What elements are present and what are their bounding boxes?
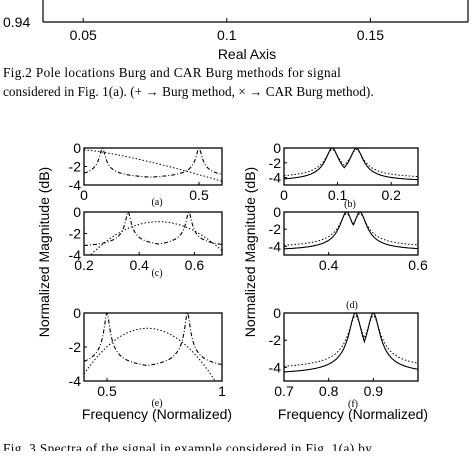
y-tick-label: 0 <box>273 305 281 321</box>
top-chart-x-label: Real Axis <box>218 46 276 62</box>
top-chart-x-tick-label: 0.05 <box>70 27 97 43</box>
y-tick-label: 0 <box>73 204 81 220</box>
y-tick-label: 0 <box>273 204 281 220</box>
series-line-2 <box>283 315 419 367</box>
y-tick-label: -4 <box>269 238 282 254</box>
x-tick-label: 0.4 <box>319 257 339 273</box>
y-tick-label: -4 <box>269 170 282 186</box>
x-tick-label: 0 <box>280 187 288 203</box>
y-tick-label: -2 <box>69 339 82 355</box>
y-tick-label: -2 <box>269 155 282 171</box>
series-line-1 <box>83 311 223 367</box>
x-tick-label: 1 <box>218 383 226 399</box>
series-line-1 <box>284 312 419 373</box>
panel-label: (d) <box>346 300 358 311</box>
x-tick-label: 0.5 <box>189 187 209 203</box>
spectrum-panel-c: 0.2 0.4 0.6 0 -2 -4 (c) <box>69 204 223 279</box>
top-chart-x-tick-label: 0.15 <box>357 27 384 43</box>
panel-frame <box>283 147 419 186</box>
x-tick-label: 0.7 <box>274 383 294 399</box>
top-pole-chart: 0.94 0.05 0.1 0.15 Real Axis <box>3 0 469 62</box>
top-chart-x-ticks: 0.05 0.1 0.15 <box>70 18 384 43</box>
y-tick-label: 0 <box>273 140 281 156</box>
fig3-caption-line1: Fig. 3 Spectra of the signal in example … <box>3 441 383 456</box>
left-y-axis-title: Normalized Magnitude (dB) <box>36 167 52 337</box>
spectrum-panel-b: 0 0.1 0.20-2-4(b) <box>269 140 419 210</box>
series-line-1 <box>83 147 223 178</box>
spectrum-panel-e: 0.5 1 0 -2 -4 (e) <box>69 305 227 409</box>
left-x-axis-title: Frequency (Normalized) <box>82 406 232 422</box>
fig2-caption-line2: considered in Fig. 1(a). (+ → Burg metho… <box>3 84 374 99</box>
fig2-caption-line1: Fig.2 Pole locations Burg and CAR Burg m… <box>3 65 342 80</box>
series-line-1 <box>283 147 419 181</box>
y-tick-label: 0 <box>73 140 81 156</box>
panel-label: (c) <box>151 268 162 279</box>
y-tick-label: -2 <box>269 221 282 237</box>
x-tick-label: 0.1 <box>328 187 348 203</box>
series-line-1 <box>84 211 223 247</box>
y-tick-label: -2 <box>269 332 282 348</box>
y-tick-label: -2 <box>69 159 82 175</box>
top-chart-x-tick-label: 0.1 <box>217 27 237 43</box>
y-tick-label: 0 <box>73 305 81 321</box>
top-chart-y-tick: 0.94 <box>3 14 30 30</box>
right-y-axis-title: Normalized Magnitude (dB) <box>242 167 258 337</box>
series-line-2 <box>284 213 418 246</box>
panel-frame <box>83 211 223 256</box>
spectrum-panel-f: 0.7 0.8 0.9 0 -2 -4 (f) <box>269 305 419 410</box>
x-tick-label: 0.4 <box>129 257 149 273</box>
x-tick-label: 0.2 <box>381 187 401 203</box>
spectrum-panels: 0 0.50-2-4(a) 0 0.1 0.20-2-4(b)0.2 0.4 0.60-2-… <box>69 140 428 410</box>
panel-label: (f) <box>348 399 358 410</box>
panel-label: (a) <box>151 197 162 208</box>
series-line-1 <box>283 211 418 250</box>
series-line-2 <box>84 221 223 256</box>
x-tick-label: 0.5 <box>97 383 117 399</box>
x-tick-label: 0 <box>80 187 88 203</box>
x-tick-label: 0.6 <box>185 257 205 273</box>
series-line-2 <box>284 148 418 177</box>
series-line-2 <box>83 149 223 182</box>
y-tick-label: -4 <box>69 373 82 389</box>
series-line-2 <box>83 327 222 382</box>
x-tick-label: 0.2 <box>74 257 94 273</box>
panel-label: (b) <box>344 199 356 210</box>
y-tick-label: -4 <box>69 247 82 263</box>
x-tick-label: 0.9 <box>364 383 384 399</box>
y-tick-label: -4 <box>69 177 82 193</box>
right-x-axis-title: Frequency (Normalized) <box>278 406 428 422</box>
spectrum-panel-d: 0.4 0.6 0-2-4 (d) <box>269 204 428 311</box>
y-tick-label: -2 <box>69 226 82 242</box>
x-tick-label: 0.6 <box>408 257 428 273</box>
spectrum-panel-a: 0 0.5 0 -2 -4 (a) <box>69 140 223 208</box>
panel-label: (e) <box>151 398 162 409</box>
panel-frame <box>283 312 419 382</box>
x-tick-label: 0.8 <box>319 383 339 399</box>
panel-frame <box>283 211 419 256</box>
y-tick-label: -4 <box>269 359 282 375</box>
